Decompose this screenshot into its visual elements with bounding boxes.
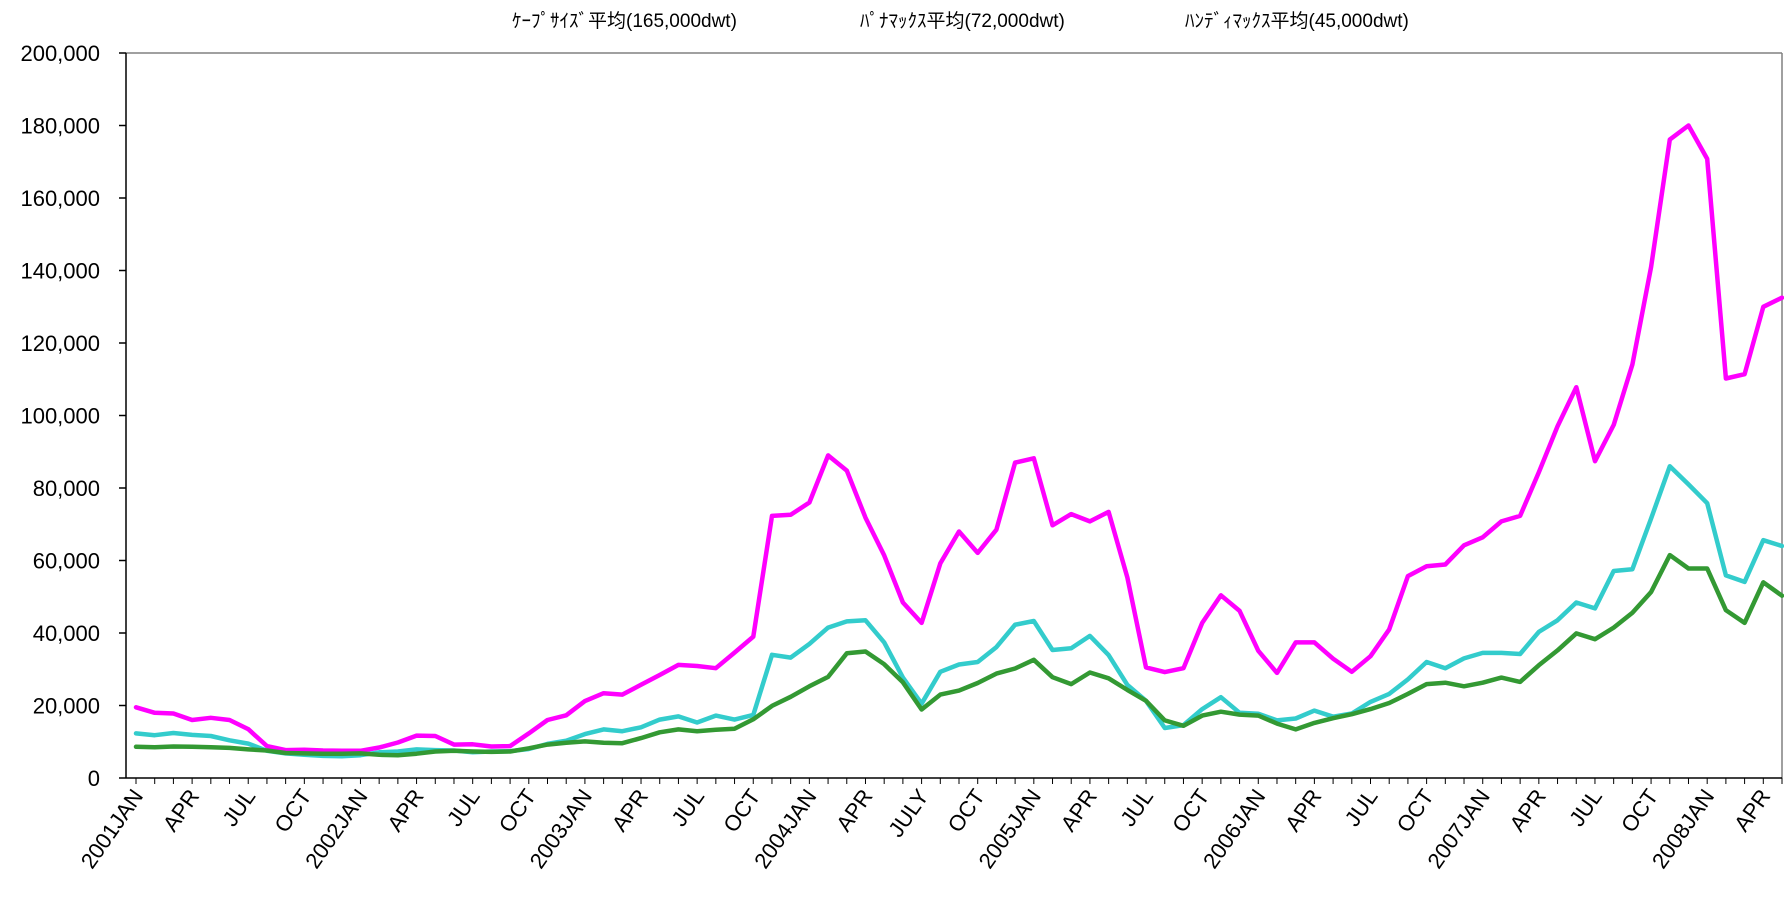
x-tick-label: JUL bbox=[442, 785, 485, 831]
y-tick-label: 180,000 bbox=[20, 114, 100, 139]
x-tick-label: APR bbox=[1505, 785, 1551, 836]
x-tick-label: APR bbox=[1280, 785, 1326, 836]
x-tick-label: OCT bbox=[1616, 785, 1663, 837]
y-tick-label: 60,000 bbox=[33, 549, 100, 574]
x-tick-label: APR bbox=[1729, 785, 1775, 836]
x-tick-label: APR bbox=[158, 785, 204, 836]
series-line-3 bbox=[133, 552, 1784, 758]
y-tick-label: 20,000 bbox=[33, 694, 100, 719]
x-tick-label: OCT bbox=[943, 785, 990, 837]
legend-entry-3: ﾊﾝﾃﾞｨﾏｯｸｽ平均(45,000dwt) bbox=[1185, 10, 1409, 32]
x-tick-label: APR bbox=[607, 785, 653, 836]
series-layer bbox=[133, 123, 1784, 759]
legend: ｹｰﾌﾟｻｲｽﾞ平均(165,000dwt) ﾊﾟﾅﾏｯｸｽ平均(72,000dw… bbox=[512, 10, 1409, 32]
x-tick-label: APR bbox=[382, 785, 428, 836]
x-tick-label: OCT bbox=[269, 785, 316, 837]
x-tick-label: OCT bbox=[1167, 785, 1214, 837]
y-tick-label: 120,000 bbox=[20, 331, 100, 356]
x-tick-label: OCT bbox=[1392, 785, 1439, 837]
x-tick-label: JULY bbox=[883, 784, 934, 841]
legend-entry-2: ﾊﾟﾅﾏｯｸｽ平均(72,000dwt) bbox=[860, 10, 1065, 32]
x-tick-label: JUL bbox=[1115, 785, 1158, 831]
x-tick-label: APR bbox=[831, 785, 877, 836]
y-tick-label: 200,000 bbox=[20, 41, 100, 66]
x-tick-label: APR bbox=[1056, 785, 1102, 836]
x-tick-label: JUL bbox=[1340, 785, 1383, 831]
y-axis: 0 20,000 40,000 60,000 80,000 100,000 120,000 1… bbox=[20, 41, 126, 791]
x-tick-label: OCT bbox=[718, 785, 765, 837]
y-tick-label: 80,000 bbox=[33, 476, 100, 501]
plot-frame bbox=[125, 52, 1783, 779]
y-tick-label: 100,000 bbox=[20, 404, 100, 429]
y-tick-label: 160,000 bbox=[20, 186, 100, 211]
x-tick-label: JUL bbox=[217, 785, 260, 831]
x-tick-label: 2001JAN bbox=[76, 785, 148, 873]
y-tick-label: 40,000 bbox=[33, 621, 100, 646]
series-line-1 bbox=[133, 123, 1784, 754]
legend-entry-1: ｹｰﾌﾟｻｲｽﾞ平均(165,000dwt) bbox=[512, 10, 737, 32]
x-tick-label: JUL bbox=[666, 785, 709, 831]
x-tick-label: OCT bbox=[494, 785, 541, 837]
y-tick-label: 0 bbox=[88, 766, 100, 791]
y-tick-label: 140,000 bbox=[20, 259, 100, 284]
x-tick-label: JUL bbox=[1564, 785, 1607, 831]
series-line-2 bbox=[133, 464, 1784, 759]
